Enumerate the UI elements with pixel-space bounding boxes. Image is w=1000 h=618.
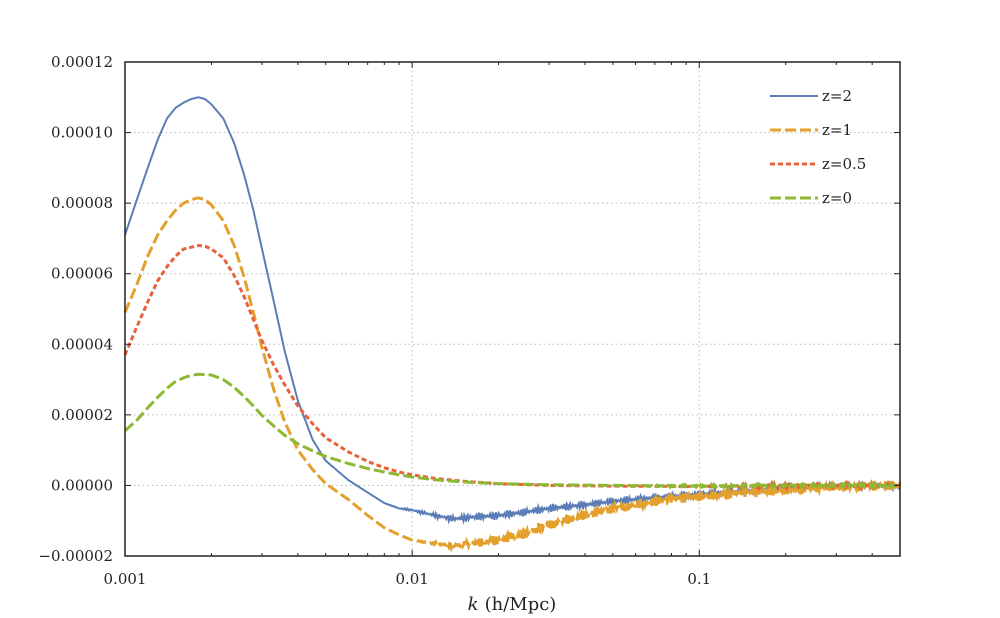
legend-label: z=2	[822, 87, 852, 105]
series-lines	[123, 96, 902, 553]
legend-label: z=0.5	[822, 155, 866, 173]
y-tick-label: 0.00002	[51, 406, 113, 424]
x-tick-label: 0.001	[104, 570, 147, 588]
series-line-z-1	[123, 196, 902, 553]
y-tick-label: 0.00006	[51, 265, 113, 283]
x-tick-label: 0.1	[687, 570, 711, 588]
y-tick-label: 0.00008	[51, 194, 113, 212]
grid-lines	[125, 62, 900, 556]
x-axis-title-unit: (h/Mpc)	[485, 594, 557, 615]
legend-label: z=1	[822, 121, 852, 139]
y-tick-label: 0.00012	[51, 53, 113, 71]
series-line-z-0-5	[123, 243, 901, 493]
plot-frame	[124, 61, 901, 557]
series-line-z-0	[123, 372, 901, 491]
y-tick-label: 0.00010	[51, 124, 113, 142]
series-line-z-2	[124, 96, 901, 525]
x-tick-label: 0.01	[395, 570, 428, 588]
legend: z=2 z=1 z=0.5 z=0	[770, 87, 866, 207]
y-tick-label: 0.00004	[51, 335, 113, 353]
y-tick-label: 0.00000	[51, 476, 113, 494]
x-axis-title: k (h/Mpc)	[468, 594, 557, 615]
x-axis-title-variable: k	[468, 594, 479, 615]
axis-ticks: −0.00002 0.00000 0.00002 0.00004 0.00006 0.00…	[38, 53, 900, 588]
y-tick-label: −0.00002	[38, 547, 113, 565]
legend-label: z=0	[822, 189, 852, 207]
